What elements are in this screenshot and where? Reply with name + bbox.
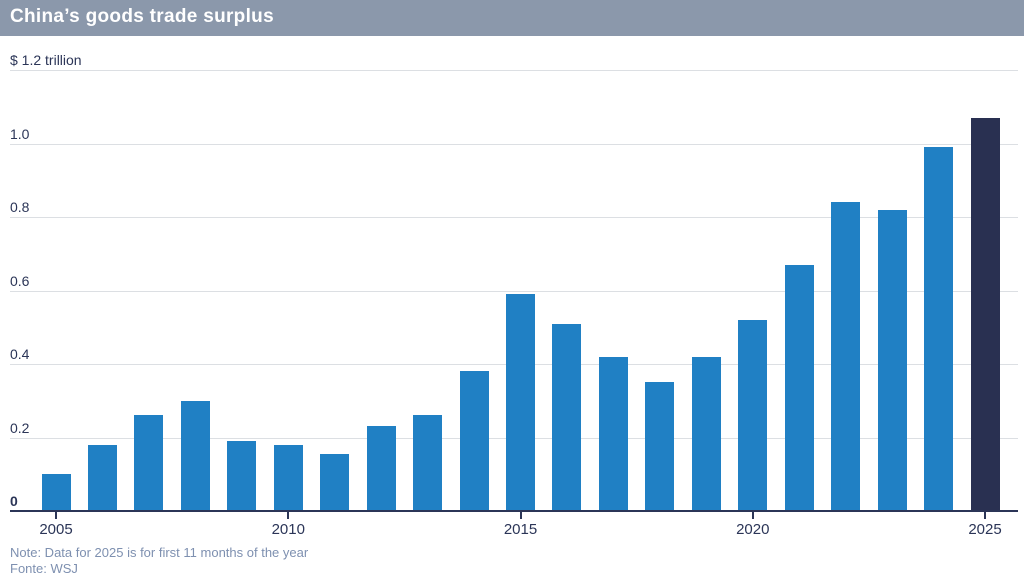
bar-2019: [691, 356, 721, 511]
bar-2023: [877, 209, 907, 511]
bar-2012: [366, 426, 396, 511]
bar-2024: [924, 147, 954, 511]
bar-2010: [273, 444, 303, 511]
bar-2011: [320, 454, 350, 511]
bar-2021: [784, 264, 814, 511]
y-axis-label-0.8: 0.8: [10, 199, 30, 215]
bar-2008: [180, 400, 210, 511]
bar-2006: [87, 444, 117, 511]
bar-2005: [41, 474, 71, 511]
x-axis-label-2010: 2010: [271, 521, 305, 538]
y-axis-label-0.4: 0.4: [10, 346, 30, 362]
y-axis-label-1: 1.0: [10, 125, 30, 142]
bar-2022: [831, 202, 861, 511]
chart-source: Fonte: WSJ: [10, 561, 78, 576]
y-axis-label-0.6: 0.6: [10, 272, 30, 289]
bar-2018: [645, 382, 675, 511]
x-tick-2010: [287, 512, 290, 519]
x-axis-label-2020: 2020: [736, 521, 770, 538]
bar-2020: [738, 319, 768, 511]
bar-2017: [598, 356, 628, 511]
bar-2025: [970, 117, 1000, 511]
x-axis-label-2025: 2025: [968, 521, 1002, 538]
bar-2016: [552, 323, 582, 511]
x-axis-line: [10, 510, 1018, 512]
gridline-0.6: [10, 290, 1018, 292]
x-tick-2025: [984, 512, 986, 519]
y-axis-label-0.2: 0.2: [10, 419, 30, 436]
x-tick-2005: [55, 512, 57, 519]
chart-footer: Note: Data for 2025 is for first 11 mont…: [10, 545, 308, 577]
gridline-0.8: [10, 217, 1018, 218]
bar-2007: [134, 415, 164, 511]
x-axis-label-2015: 2015: [503, 521, 538, 538]
x-axis-label-2005: 2005: [39, 521, 73, 538]
y-axis-label-0: 0: [10, 493, 18, 509]
chart-header: China’s goods trade surplus: [0, 0, 1024, 36]
y-axis-label-1.2: $ 1.2 trillion: [10, 52, 82, 68]
plot-area: 0 0.2 0.4 0.6 0.8 1.0 $ 1.2 trillion 2005 2010 20…: [0, 36, 1024, 585]
chart-note: Note: Data for 2025 is for first 11 mont…: [10, 545, 309, 560]
gridline-1: [10, 143, 1018, 145]
x-tick-2015: [519, 512, 522, 519]
bar-2015: [506, 294, 535, 511]
x-tick-2020: [751, 512, 754, 519]
bar-2014: [459, 371, 489, 511]
bar-2009: [227, 441, 257, 511]
gridline-1.2: [10, 70, 1018, 71]
bar-2013: [413, 415, 443, 511]
chart-title: China’s goods trade surplus: [10, 6, 274, 27]
